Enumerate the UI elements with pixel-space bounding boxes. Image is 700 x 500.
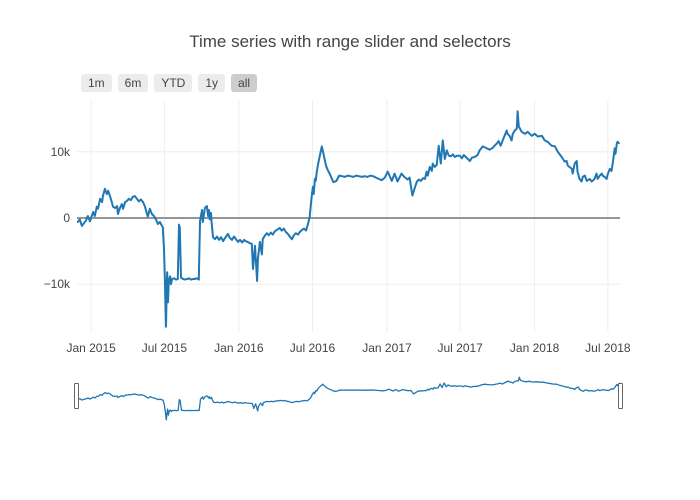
- range-button-all[interactable]: all: [231, 74, 258, 92]
- rangeslider-handle-left[interactable]: [74, 383, 79, 409]
- y-tick-label: 0: [63, 210, 70, 225]
- x-tick-label: Jul 2018: [585, 341, 631, 355]
- series-line: [77, 110, 620, 328]
- x-tick-label: Jan 2015: [66, 341, 116, 355]
- x-tick-label: Jul 2016: [289, 341, 336, 355]
- plot-area[interactable]: [77, 100, 620, 332]
- range-selector: 1m 6m YTD 1y all: [81, 74, 258, 92]
- rangeslider-handle-right[interactable]: [618, 383, 623, 409]
- x-tick-label: Jul 2017: [437, 341, 483, 355]
- range-button-6m[interactable]: 6m: [117, 74, 149, 92]
- range-slider[interactable]: [77, 375, 622, 421]
- x-tick-label: Jul 2015: [141, 341, 188, 355]
- chart-title: Time series with range slider and select…: [189, 32, 511, 51]
- x-tick-label: Jan 2017: [362, 341, 412, 355]
- range-button-ytd[interactable]: YTD: [154, 74, 193, 92]
- x-tick-label: Jan 2016: [214, 341, 264, 355]
- x-tick-label: Jan 2018: [509, 341, 560, 355]
- range-button-1m[interactable]: 1m: [81, 74, 112, 92]
- y-tick-label: −10k: [43, 277, 70, 292]
- range-button-1y[interactable]: 1y: [198, 74, 226, 92]
- y-tick-label: 10k: [50, 144, 70, 159]
- series-line: [77, 376, 622, 421]
